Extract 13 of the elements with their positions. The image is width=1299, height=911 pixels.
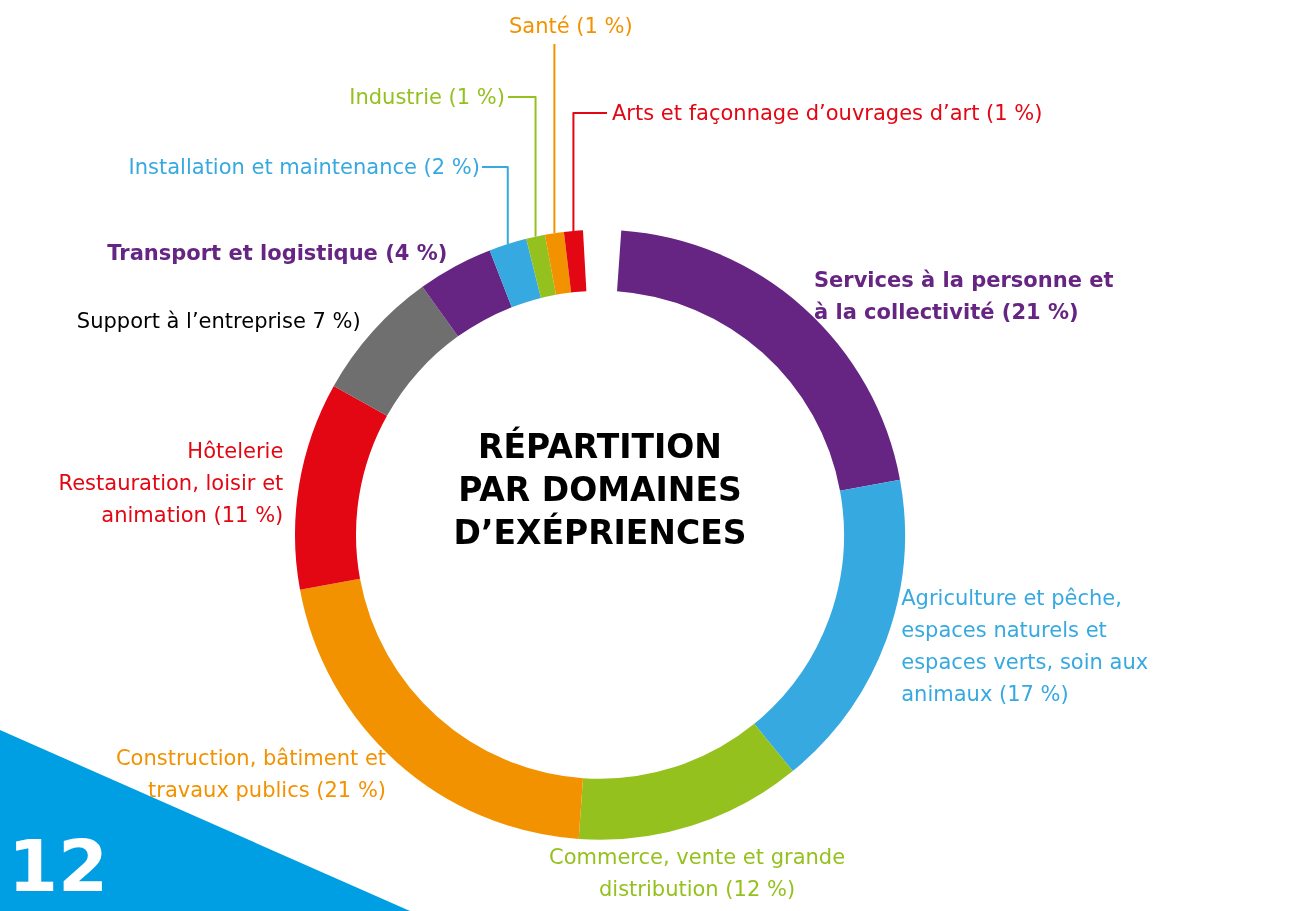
slice-label: Santé (1 %) <box>509 13 634 40</box>
slice-label: Agriculture et pêche, espaces naturels et espaces verts, soin aux animaux (17 %) <box>901 584 1150 708</box>
text: RÉPARTITION PAR DOMAINES D’EXÉPRIENCES <box>452 425 748 554</box>
slice-label: Arts et façonnage d’ouvrages d’art (1 %) <box>612 100 1044 127</box>
slice-label: Services à la personne et à la collectivité (21 %) <box>813 266 1114 326</box>
slice-label: Installation et maintenance (2 %) <box>127 154 480 181</box>
slice-label: Industrie (1 %) <box>348 84 505 111</box>
slice-label: Hôtelerie Restauration, loisir et animation (11 %) <box>57 437 284 529</box>
slice-label: Transport et logistique (4 %) <box>106 239 448 267</box>
text: 12 <box>8 824 109 908</box>
slice-label: Commerce, vente et grande distribution (12 %) <box>548 843 847 903</box>
slice-label: Support à l’entreprise 7 %) <box>75 308 361 336</box>
slice-label: Construction, bâtiment et travaux publics (21 %) <box>114 745 387 805</box>
